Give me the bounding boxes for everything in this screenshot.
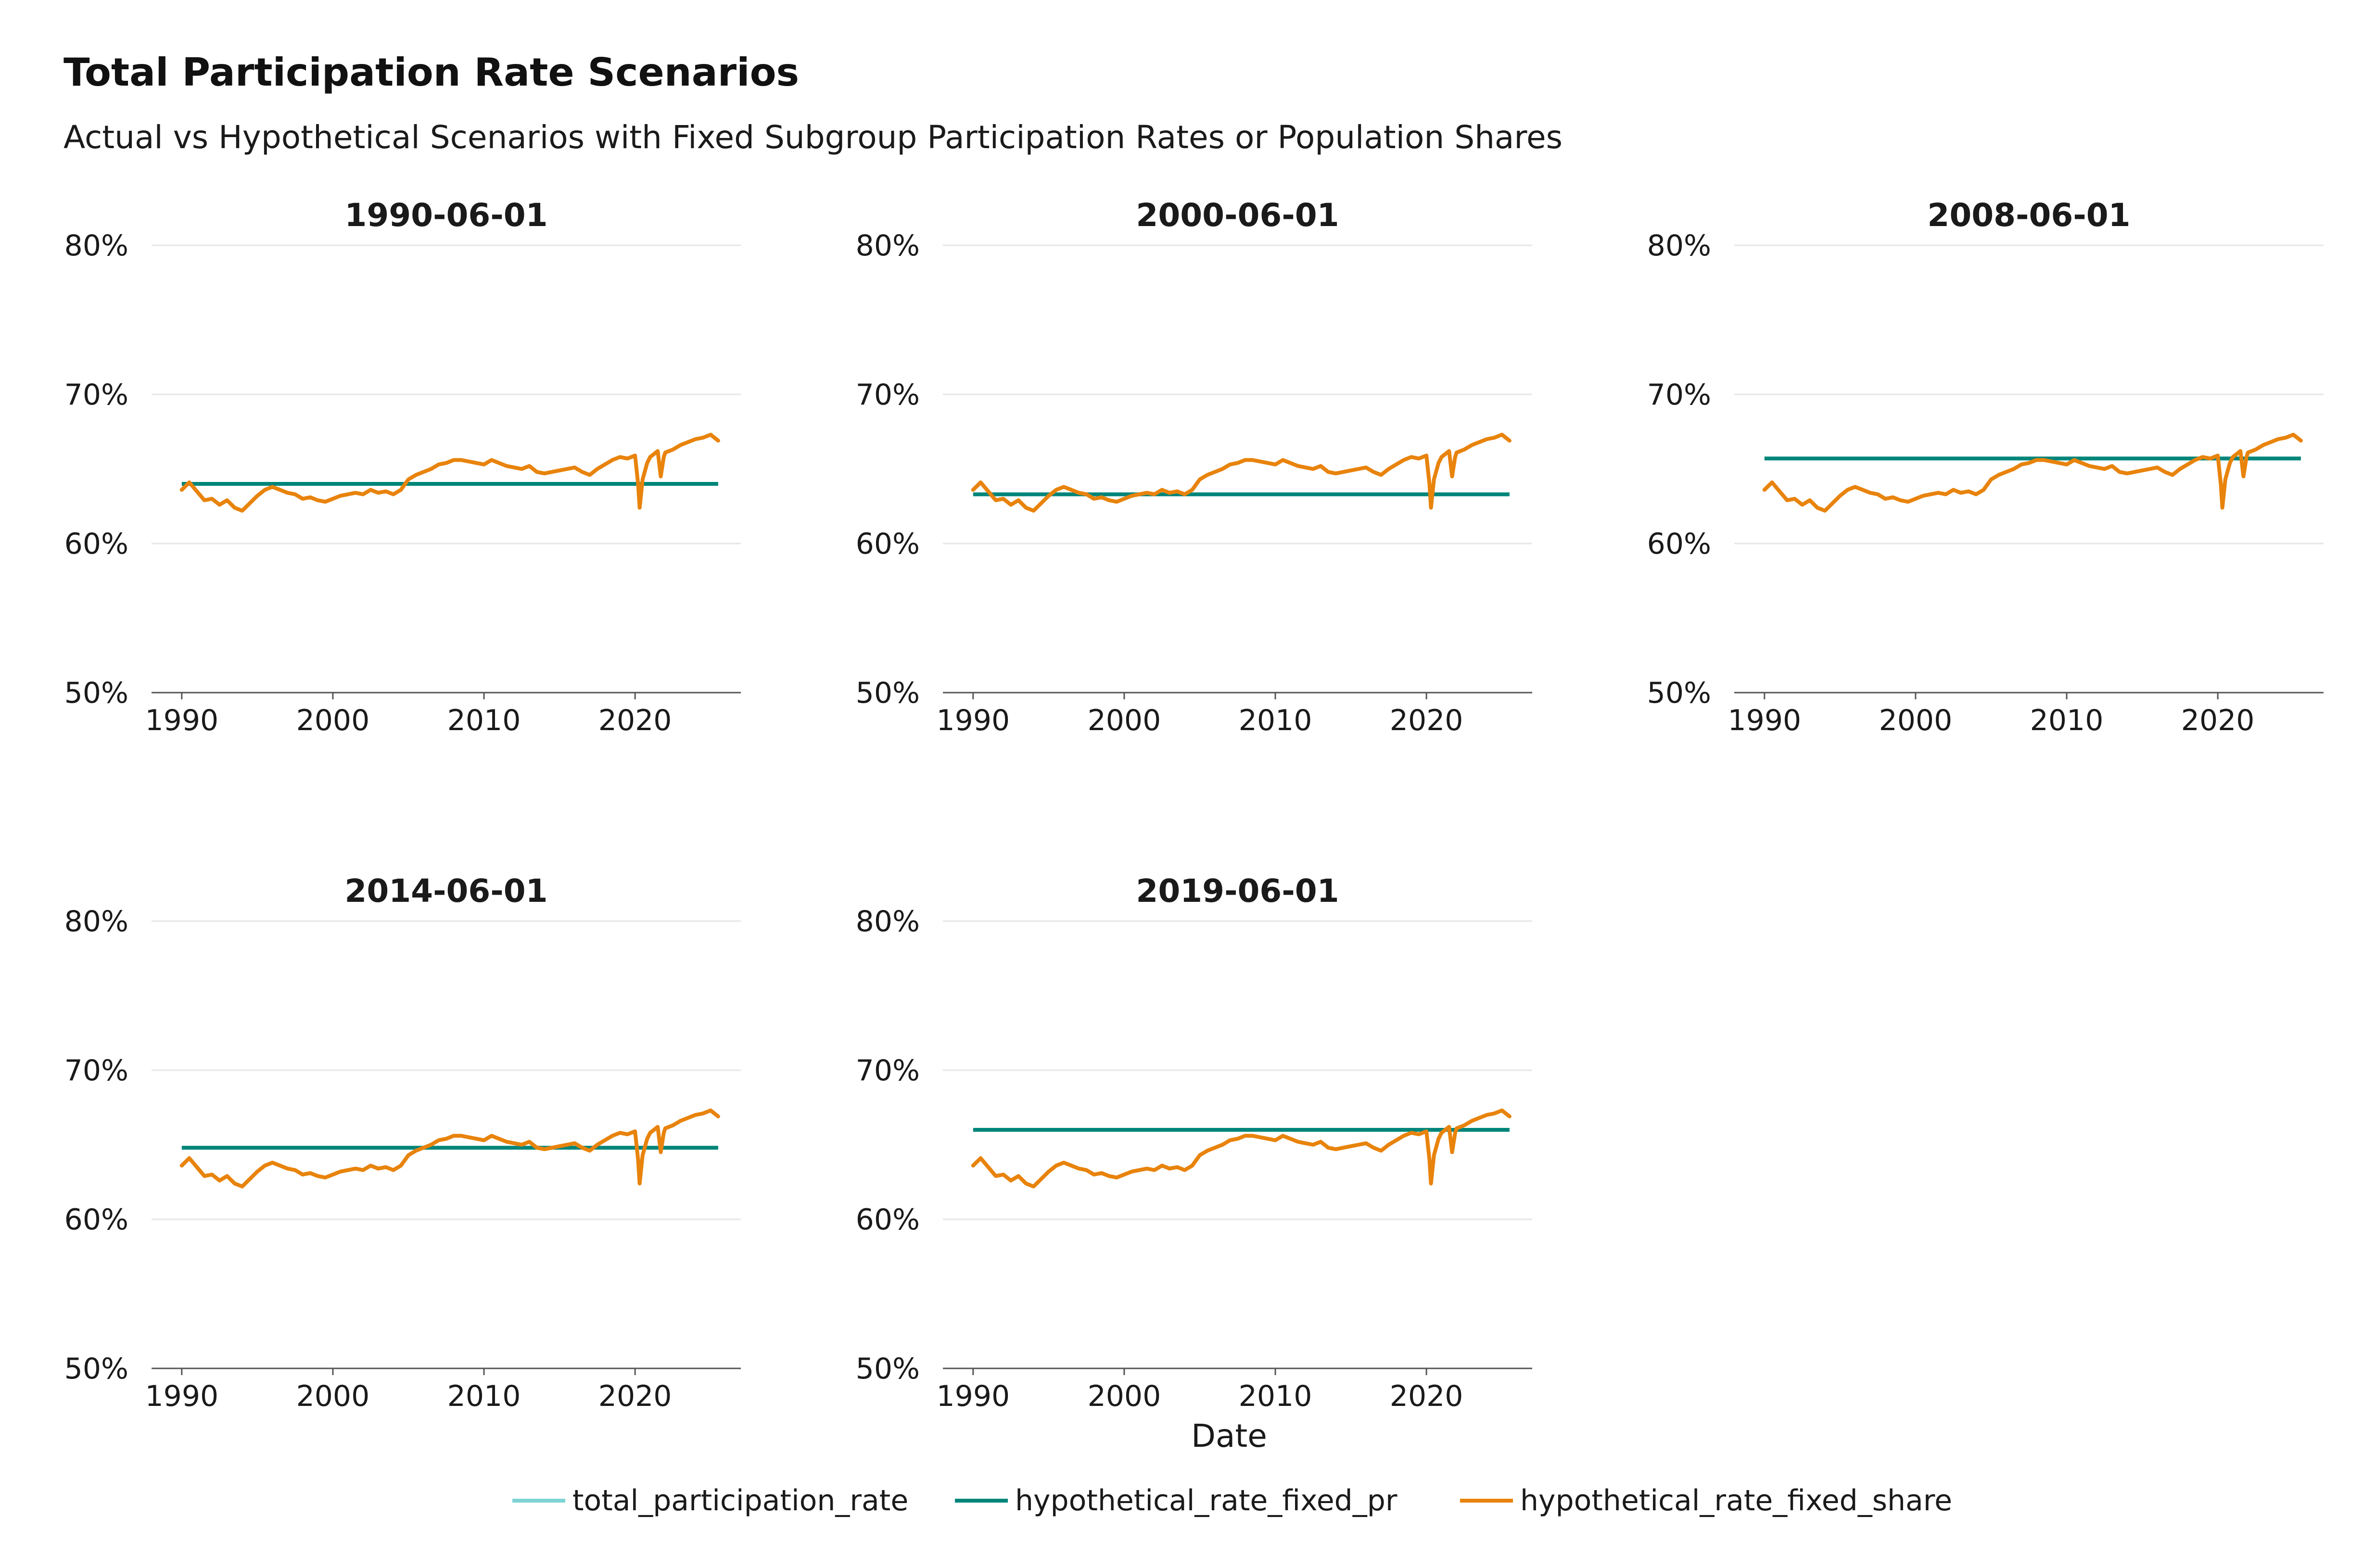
chart-title: Total Participation Rate Scenarios: [64, 50, 799, 95]
y-tick-label: 60%: [1647, 527, 1711, 561]
facet-title: 2000-06-01: [1136, 197, 1339, 234]
y-tick-label: 80%: [856, 905, 920, 938]
y-tick-label: 50%: [64, 676, 128, 710]
facet-title: 2014-06-01: [344, 873, 547, 910]
x-tick-label: 2020: [598, 1379, 672, 1413]
facet-panel: 2008-06-01 50% 60% 70% 80% 1990 2000 2010 2020: [1647, 197, 2324, 737]
x-tick-label: 2000: [1879, 704, 1953, 737]
y-tick-label: 70%: [64, 1054, 128, 1087]
x-axis-title: Date: [1191, 1417, 1267, 1454]
y-tick-label: 50%: [1647, 676, 1711, 710]
x-tick-label: 2010: [1239, 704, 1312, 737]
legend: total_participation_rate hypothetical_rat…: [512, 1484, 1952, 1517]
x-tick-label: 2000: [296, 1379, 370, 1413]
x-tick-label: 2010: [2030, 704, 2104, 737]
y-tick-label: 80%: [856, 229, 920, 263]
x-tick-label: 2000: [296, 704, 370, 737]
y-tick-label: 80%: [1647, 229, 1711, 263]
x-tick-label: 2000: [1088, 1379, 1161, 1413]
legend-label: hypothetical_rate_fixed_share: [1520, 1484, 1952, 1517]
series-line-hypothetical-rate-fixed-share: [1762, 432, 2303, 513]
x-tick-label: 1990: [145, 704, 218, 737]
facet-title: 2008-06-01: [1927, 197, 2130, 234]
facet-title: 1990-06-01: [344, 197, 547, 234]
y-tick-label: 70%: [1647, 378, 1711, 412]
y-tick-label: 60%: [64, 1203, 128, 1237]
y-tick-label: 50%: [856, 676, 920, 710]
y-tick-label: 60%: [856, 527, 920, 561]
x-tick-label: 2020: [1390, 1379, 1463, 1413]
facet-panel: 2019-06-01 50% 60% 70% 80% 1990 2000 2010 2020: [856, 873, 1532, 1413]
chart-subtitle: Actual vs Hypothetical Scenarios with Fi…: [64, 119, 1563, 156]
y-tick-label: 60%: [64, 527, 128, 561]
x-tick-label: 2010: [447, 704, 521, 737]
legend-label: hypothetical_rate_fixed_pr: [1015, 1484, 1397, 1517]
x-tick-label: 2010: [1239, 1379, 1312, 1413]
y-tick-label: 70%: [64, 378, 128, 412]
facet-panel: 1990-06-01 50% 60% 70% 80% 1990 2000 2010 2020: [64, 197, 741, 737]
series-line-hypothetical-rate-fixed-share: [179, 1108, 720, 1189]
y-tick-label: 80%: [64, 229, 128, 263]
x-tick-label: 2020: [598, 704, 672, 737]
x-tick-label: 1990: [145, 1379, 218, 1413]
y-tick-label: 80%: [64, 905, 128, 938]
x-tick-label: 1990: [936, 1379, 1010, 1413]
facet-panel: 2014-06-01 50% 60% 70% 80% 1990 2000 2010 2020: [64, 873, 741, 1413]
legend-label: total_participation_rate: [572, 1484, 908, 1517]
y-tick-label: 50%: [64, 1352, 128, 1386]
y-tick-label: 70%: [856, 1054, 920, 1087]
series-line-hypothetical-rate-fixed-share: [971, 432, 1512, 513]
x-tick-label: 2020: [2181, 704, 2255, 737]
y-tick-label: 50%: [856, 1352, 920, 1386]
series-line-hypothetical-rate-fixed-share: [971, 1108, 1512, 1189]
x-tick-label: 2010: [447, 1379, 521, 1413]
x-tick-label: 1990: [936, 704, 1010, 737]
x-tick-label: 1990: [1728, 704, 1801, 737]
y-tick-label: 70%: [856, 378, 920, 412]
x-tick-label: 2020: [1390, 704, 1463, 737]
series-line-hypothetical-rate-fixed-share: [179, 432, 720, 513]
x-tick-label: 2000: [1088, 704, 1161, 737]
facet-panel: 2000-06-01 50% 60% 70% 80% 1990 2000 2010 2020: [856, 197, 1532, 737]
y-tick-label: 60%: [856, 1203, 920, 1237]
facet-title: 2019-06-01: [1136, 873, 1339, 910]
